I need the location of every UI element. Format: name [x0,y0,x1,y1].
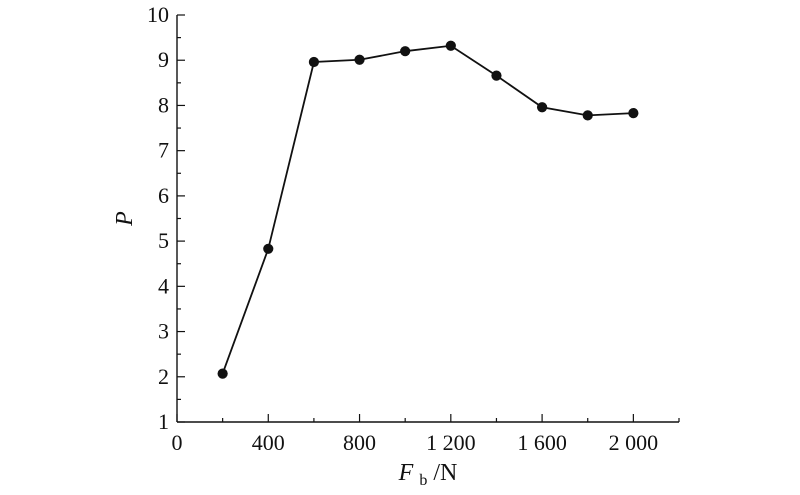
data-point [217,368,228,379]
data-point [628,108,639,119]
x-axis-title-unit: /N [433,460,457,486]
y-tick-label: 8 [158,92,169,117]
x-axis-title-subscript: b [419,472,427,489]
y-tick-label: 7 [158,138,169,163]
y-tick-label: 2 [158,364,169,389]
data-point [400,46,411,57]
x-tick-label: 0 [172,430,183,455]
data-point [263,243,274,254]
data-point [582,110,593,121]
x-axis-ticks: 0 400 800 1 200 1 600 2 000 [172,414,680,455]
y-axis-title: P [112,211,138,227]
y-tick-label: 6 [158,183,169,208]
y-tick-label: 4 [158,273,169,298]
data-point [445,40,456,51]
data-point [354,54,365,65]
x-tick-label: 800 [343,430,376,455]
data-point [308,56,320,68]
y-tick-label: 3 [158,319,169,344]
data-point [491,70,502,81]
x-axis-title: F b /N [398,460,458,491]
x-tick-label: 400 [252,430,285,455]
x-tick-label: 1 600 [517,430,567,455]
y-tick-label: 10 [147,2,169,27]
series-line [221,44,634,374]
x-axis-title-main: F [398,460,414,486]
y-tick-label: 5 [158,228,169,253]
y-tick-label: 9 [158,47,169,72]
y-axis-ticks: 1 2 3 4 5 6 7 8 9 10 [147,2,185,434]
series-group [217,40,639,379]
y-tick-label: 1 [158,409,169,434]
x-tick-label: 1 200 [426,430,476,455]
x-tick-label: 2 000 [609,430,659,455]
data-point [536,102,548,113]
